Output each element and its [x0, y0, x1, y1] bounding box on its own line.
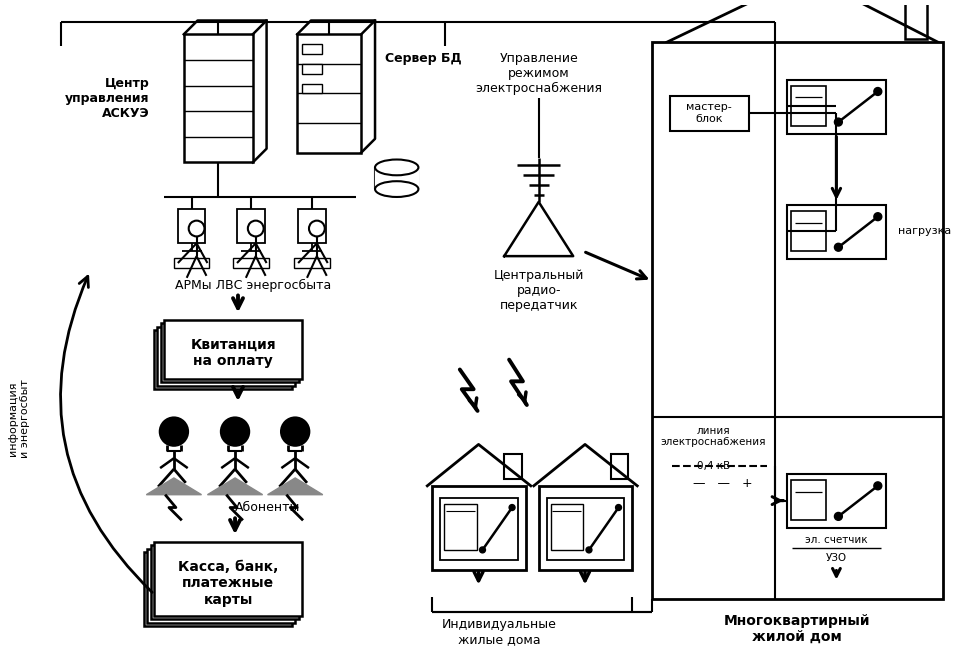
- Text: эл. счетчик: эл. счетчик: [805, 535, 868, 545]
- Circle shape: [874, 88, 882, 96]
- Text: Сервер БД: Сервер БД: [385, 52, 461, 66]
- Text: Управление
режимом
электроснабжения: Управление режимом электроснабжения: [475, 52, 603, 95]
- Polygon shape: [267, 478, 323, 494]
- Bar: [610, 454, 628, 479]
- Bar: [791, 86, 825, 126]
- Circle shape: [834, 512, 843, 520]
- Text: АРМы ЛВС энергосбыта: АРМы ЛВС энергосбыта: [175, 279, 331, 292]
- Text: нагрузка: нагрузка: [898, 227, 950, 236]
- Bar: [164, 320, 302, 379]
- Bar: [184, 34, 253, 163]
- Text: Многоквартирный
жилой дом: Многоквартирный жилой дом: [724, 613, 871, 644]
- Circle shape: [874, 482, 882, 490]
- Bar: [147, 549, 295, 623]
- Bar: [905, 0, 927, 39]
- Bar: [539, 486, 632, 569]
- Circle shape: [834, 118, 843, 126]
- Circle shape: [509, 504, 515, 510]
- Text: 0,4 кВ: 0,4 кВ: [697, 461, 729, 471]
- Bar: [551, 504, 583, 550]
- Bar: [432, 486, 526, 569]
- Circle shape: [586, 547, 592, 553]
- Polygon shape: [375, 167, 418, 189]
- Text: УЗО: УЗО: [825, 553, 847, 563]
- FancyArrowPatch shape: [61, 276, 152, 592]
- Bar: [302, 44, 322, 54]
- Polygon shape: [146, 478, 202, 494]
- Text: —   —   +: — — +: [693, 478, 752, 490]
- Text: мастер-
блок: мастер- блок: [686, 102, 732, 124]
- Bar: [144, 552, 292, 626]
- Text: Центр
управления
АСКУЭ: Центр управления АСКУЭ: [64, 77, 149, 120]
- Bar: [234, 258, 268, 268]
- Bar: [297, 34, 361, 153]
- Text: информация
и энергосбыт: информация и энергосбыт: [9, 379, 30, 458]
- Bar: [787, 205, 886, 259]
- Bar: [444, 504, 477, 550]
- Text: Индивидуальные
жилые дома: Индивидуальные жилые дома: [442, 617, 556, 646]
- Circle shape: [160, 418, 187, 446]
- Bar: [302, 84, 322, 94]
- Polygon shape: [208, 478, 262, 494]
- Bar: [302, 64, 322, 74]
- Circle shape: [834, 244, 843, 251]
- Bar: [791, 211, 825, 251]
- Bar: [787, 80, 886, 134]
- Bar: [505, 454, 522, 479]
- Bar: [547, 498, 625, 560]
- Bar: [298, 209, 326, 244]
- Bar: [151, 545, 299, 619]
- Bar: [791, 480, 825, 520]
- Text: Касса, банк,
платежные
карты: Касса, банк, платежные карты: [178, 560, 279, 607]
- Polygon shape: [297, 21, 375, 34]
- Bar: [440, 498, 518, 560]
- Bar: [670, 96, 749, 131]
- Bar: [154, 330, 292, 389]
- Bar: [158, 327, 295, 386]
- Polygon shape: [184, 21, 266, 34]
- Bar: [237, 209, 264, 244]
- Bar: [653, 42, 943, 599]
- Bar: [787, 474, 886, 529]
- Text: Центральный
радио-
передатчик: Центральный радио- передатчик: [494, 269, 584, 312]
- Text: Квитанция
на оплату: Квитанция на оплату: [190, 338, 276, 368]
- Text: линия
электроснабжения: линия электроснабжения: [660, 425, 766, 448]
- Circle shape: [221, 418, 249, 446]
- Bar: [174, 258, 209, 268]
- Circle shape: [874, 213, 882, 221]
- Text: Абоненты: Абоненты: [234, 501, 300, 514]
- Circle shape: [282, 418, 309, 446]
- Circle shape: [616, 504, 622, 510]
- Circle shape: [480, 547, 485, 553]
- Bar: [178, 209, 206, 244]
- Bar: [161, 323, 299, 382]
- Bar: [154, 542, 302, 616]
- Bar: [294, 258, 330, 268]
